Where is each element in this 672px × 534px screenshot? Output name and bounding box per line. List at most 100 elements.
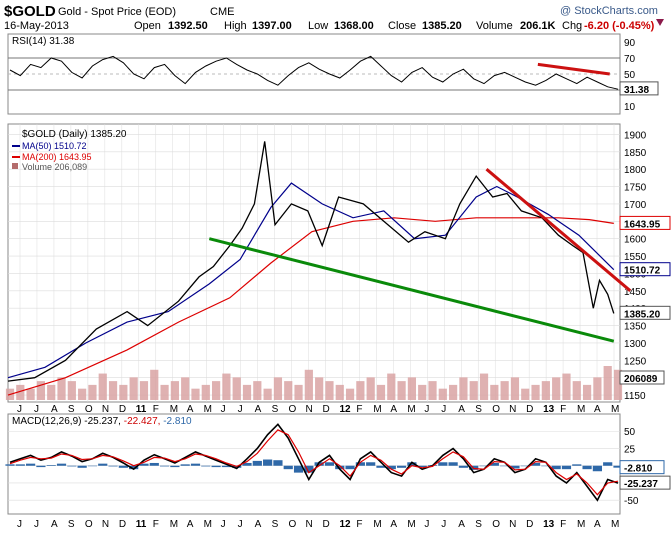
x-label-macd-30: D [526,519,533,530]
x-label-macd-27: S [475,519,482,530]
price-layer: 1900185018001750170016501600155015001450… [5,124,671,530]
volume-bar [108,381,118,400]
rsi-trendline [537,62,610,76]
x-label-price-31: 13 [543,404,555,415]
macd-histogram-bar [56,463,67,466]
x-label-price-34: A [594,404,601,415]
volume-bar [490,384,499,400]
volume-bar [129,377,138,400]
x-label-macd-5: N [102,519,109,530]
macd-label: MACD(12,26,9) -25.237, -22.427, -2.810 [12,416,192,427]
x-label-macd-19: 12 [339,519,351,530]
chg-dropdown-icon[interactable] [656,19,664,26]
x-label-price-0: J [17,404,22,415]
volume-bar [242,384,252,400]
rsi-label: RSI(14) 31.38 [12,36,75,47]
volume-bar [212,381,221,400]
x-label-price-14: A [255,404,262,415]
macd-histogram-bar [561,465,572,470]
volume-bar [67,381,76,400]
volume-bar [603,366,612,400]
x-label-price-2: A [51,404,58,415]
macd-histogram-bar [5,464,15,466]
volume-bar [366,377,375,400]
x-label-macd-32: F [560,519,566,530]
rsi-tick-70: 70 [624,54,636,65]
x-label-price-29: N [509,404,516,415]
price-tick-1300: 1300 [624,339,647,350]
x-label-macd-10: A [187,519,194,530]
volume-bar [613,369,623,400]
x-label-macd-0: J [17,519,22,530]
macd-histogram-bar [211,465,221,468]
macd-histogram-bar [252,460,262,466]
volume-legend-label: Volume 206,089 [22,162,87,172]
ma50-last-value-box [619,262,671,277]
macd-histogram-bar [273,460,283,466]
x-label-macd-26: A [458,519,465,530]
volume-bar [119,384,128,400]
macd-histogram-bar [335,465,345,470]
x-label-macd-17: N [306,519,313,530]
macd-histogram-bar [458,465,469,468]
macd-panel [7,413,621,515]
volume-bar [253,381,262,400]
macd-tick--50: -50 [624,496,639,507]
macd-histogram-bar [448,462,458,466]
x-label-macd-25: J [441,519,446,530]
x-label-macd-3: S [68,519,75,530]
ma50-legend-label: MA(50) 1510.72 [22,141,87,151]
close-label: Close [388,20,416,32]
x-label-macd-21: M [373,519,381,530]
x-label-macd-28: O [492,519,500,530]
x-label-macd-8: F [153,519,159,530]
price-tick-1250: 1250 [624,356,647,367]
close-last-value: 1385.20 [624,309,661,320]
macd-histogram-bar [77,465,87,468]
macd-histogram-bar [572,464,582,466]
macd-histogram-bar [15,464,25,466]
macd-histogram-bar [582,465,592,470]
volume-last-value: 206089 [624,374,658,385]
volume-bar [273,377,283,400]
price-tick-1450: 1450 [624,287,647,298]
price-tick-1800: 1800 [624,165,647,176]
macd-histogram-bar [190,463,201,466]
chg-value: -6.20 (-0.45%) [584,20,655,32]
x-label-price-27: S [475,404,482,415]
volume-bar [438,388,447,400]
rsi-tick-90: 90 [624,38,636,49]
macd-histogram-bar [489,462,499,466]
macd-histogram-bar [520,465,530,467]
volume-bar [335,384,344,400]
volume-bar [407,377,416,400]
x-label-price-1: J [34,404,39,415]
date-label: 16-May-2013 [4,20,69,32]
x-label-price-23: M [407,404,415,415]
macd-histogram-bar [87,465,98,467]
macd-histogram-bar [139,463,149,466]
volume-bar [98,373,107,400]
macd-histogram-bar [355,462,365,466]
macd-histogram-bar [304,465,314,473]
macd-tick-50: 50 [624,427,636,438]
x-label-price-3: S [68,404,75,415]
macd-histogram-bar [149,462,159,466]
volume-bar [191,388,200,400]
volume-bar [139,381,149,400]
volume-bar [479,373,489,400]
volume-bar [562,373,571,400]
x-label-price-8: F [153,404,159,415]
macd-histogram-bar [242,462,252,466]
macd-histogram-bar [510,465,520,469]
volume-bar [57,377,66,400]
x-label-macd-13: J [238,519,243,530]
x-label-price-16: O [289,404,297,415]
volume-bar [500,381,509,400]
x-label-macd-12: J [221,519,226,530]
macd-histogram-bar [417,465,427,468]
x-label-price-6: D [119,404,126,415]
x-label-macd-11: M [204,519,212,530]
ma200-legend-label: MA(200) 1643.95 [22,152,92,162]
macd-histogram-bar [46,465,56,466]
